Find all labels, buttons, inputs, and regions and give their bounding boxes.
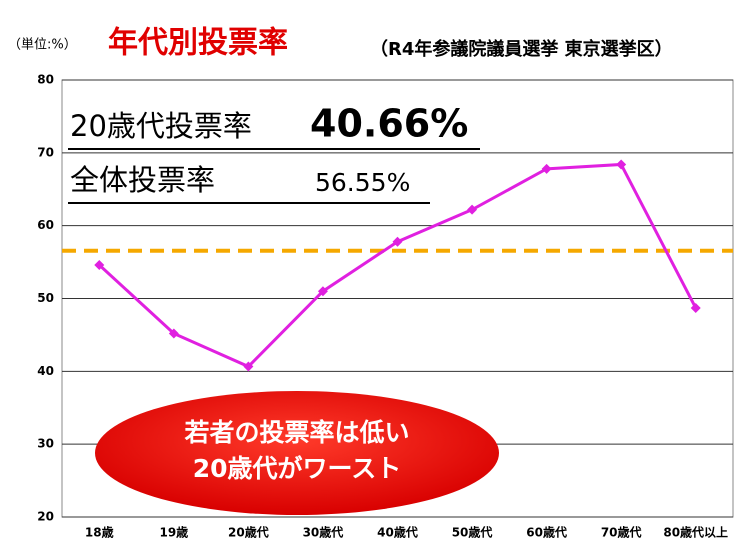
chart-title: 年代別投票率 (108, 26, 288, 61)
x-tick-label: 20歳代 (228, 525, 269, 540)
reference-label: 56.55% (315, 168, 410, 197)
callout-bubble (95, 391, 499, 515)
data-point (392, 236, 403, 247)
data-point (616, 159, 627, 170)
data-point (467, 204, 478, 215)
y-tick-label: 50 (37, 291, 54, 305)
y-tick-label: 30 (37, 437, 54, 451)
y-tick-label: 40 (37, 364, 54, 378)
x-tick-label: 60歳代 (526, 525, 567, 540)
x-tick-label: 80歳代以上 (663, 525, 728, 540)
chart-subtitle: （R4年参議院議員選挙 東京選挙区） (370, 38, 673, 60)
x-tick-label: 40歳代 (377, 525, 418, 540)
callout-text: 若者の投票率は低い (183, 418, 409, 447)
y-tick-label: 60 (37, 218, 54, 232)
unit-label: （単位:%） (8, 37, 77, 53)
data-point (94, 259, 105, 270)
reference-name: 全体投票率 (70, 163, 215, 197)
x-tick-label: 18歳 (85, 525, 114, 540)
x-tick-label: 30歳代 (303, 525, 344, 540)
y-tick-label: 70 (37, 145, 54, 159)
y-tick-label: 20 (37, 510, 54, 524)
x-tick-label: 70歳代 (601, 525, 642, 540)
data-point (317, 286, 328, 297)
data-point (690, 302, 701, 313)
x-tick-label: 50歳代 (452, 525, 493, 540)
data-point (243, 361, 254, 372)
data-point (541, 163, 552, 174)
x-tick-label: 19歳 (159, 525, 188, 540)
y-tick-label: 80 (37, 73, 54, 87)
data-point (168, 328, 179, 339)
highlight-value: 40.66% (310, 102, 468, 146)
highlight-label: 20歳代投票率 (70, 109, 252, 143)
callout-text: 20歳代がワースト (193, 454, 402, 483)
